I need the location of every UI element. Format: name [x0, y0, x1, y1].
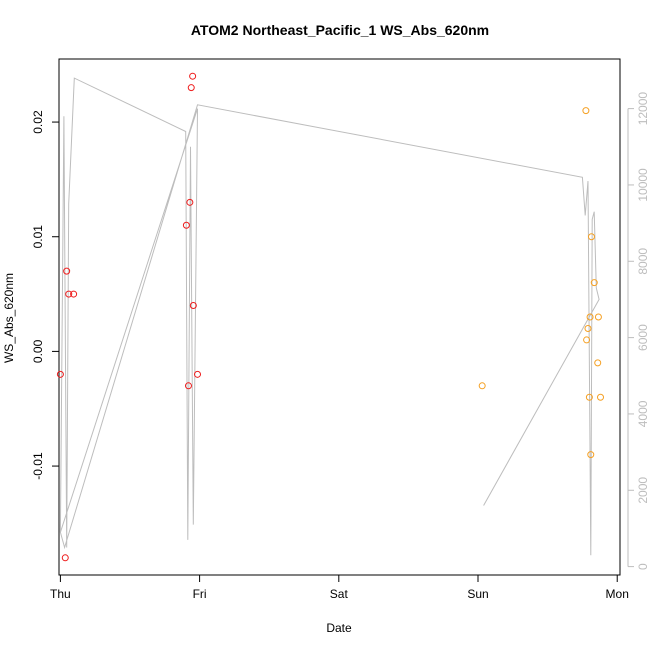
points-layer — [56, 72, 605, 562]
x-tick-label: Sun — [467, 587, 488, 601]
red-data-point — [65, 290, 73, 298]
axes-layer: Thu Fri Sat Sun Mon -0.01 0.00 0.01 0.02 0 2000 400… — [31, 92, 650, 601]
red-data-point — [186, 198, 194, 206]
orange-data-point — [582, 107, 590, 115]
plot-frame — [58, 58, 621, 576]
x-axis-label: Date — [326, 621, 352, 635]
orange-data-point — [585, 393, 593, 401]
depth-line-layer — [59, 77, 600, 556]
y-axis-label: WS_Abs_620nm — [2, 273, 16, 363]
y2-tick-label: 2000 — [636, 477, 650, 504]
red-data-point — [189, 72, 197, 80]
y-tick-label: -0.01 — [31, 452, 45, 480]
orange-data-point — [594, 313, 602, 321]
orange-data-point — [584, 324, 592, 332]
y-tick-label: 0.00 — [31, 339, 45, 363]
y2-tick-label: 4000 — [636, 400, 650, 427]
x-tick-label: Fri — [193, 587, 207, 601]
orange-data-point — [590, 279, 598, 287]
orange-data-point — [478, 382, 486, 390]
red-data-point — [184, 382, 192, 390]
red-data-point — [56, 370, 64, 378]
chart-title: ATOM2 Northeast_Pacific_1 WS_Abs_620nm — [191, 22, 489, 38]
red-data-point — [61, 554, 69, 562]
orange-data-point — [587, 451, 595, 459]
orange-data-point — [594, 359, 602, 367]
red-data-point — [182, 221, 190, 229]
red-data-point — [187, 84, 195, 92]
orange-data-point — [583, 336, 591, 344]
y-tick-label: 0.02 — [31, 110, 45, 134]
red-data-point — [189, 302, 197, 310]
y2-tick-label: 8000 — [636, 248, 650, 275]
y2-tick-label: 0 — [636, 563, 650, 570]
orange-data-point — [597, 393, 605, 401]
depth-line — [59, 77, 600, 556]
y-tick-label: 0.01 — [31, 225, 45, 249]
red-data-point — [70, 290, 78, 298]
y2-tick-label: 6000 — [636, 324, 650, 351]
orange-data-point — [586, 313, 594, 321]
x-tick-label: Mon — [606, 587, 629, 601]
x-tick-label: Thu — [50, 587, 71, 601]
orange-data-point — [587, 233, 595, 241]
y2-tick-label: 12000 — [636, 92, 650, 126]
red-data-point — [63, 267, 71, 275]
x-tick-label: Sat — [330, 587, 349, 601]
red-data-point — [194, 370, 202, 378]
y2-tick-label: 10000 — [636, 168, 650, 202]
